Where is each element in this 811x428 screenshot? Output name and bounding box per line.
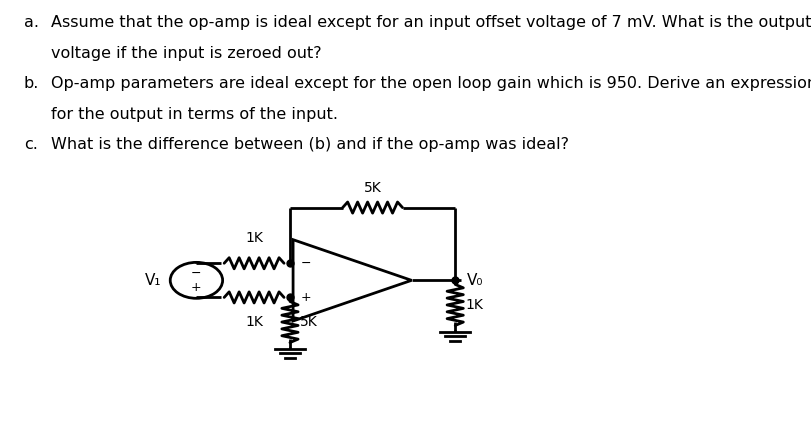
Text: for the output in terms of the input.: for the output in terms of the input. (51, 107, 337, 122)
Text: +: + (300, 291, 311, 304)
Text: What is the difference between (b) and if the op-amp was ideal?: What is the difference between (b) and i… (51, 137, 569, 152)
Text: voltage if the input is zeroed out?: voltage if the input is zeroed out? (51, 46, 321, 61)
Text: Assume that the op-amp is ideal except for an input offset voltage of 7 mV. What: Assume that the op-amp is ideal except f… (51, 15, 811, 30)
Text: 5K: 5K (363, 181, 381, 195)
Text: c.: c. (24, 137, 37, 152)
Text: a.: a. (24, 15, 39, 30)
Text: V₀: V₀ (466, 273, 483, 288)
Text: −: − (191, 267, 201, 280)
Text: 1K: 1K (465, 298, 483, 312)
Text: V₁: V₁ (144, 273, 161, 288)
Text: +: + (191, 281, 201, 294)
Text: Op-amp parameters are ideal except for the open loop gain which is 950. Derive a: Op-amp parameters are ideal except for t… (51, 76, 811, 91)
Text: −: − (301, 257, 311, 270)
Text: b.: b. (24, 76, 39, 91)
Text: 5K: 5K (299, 315, 317, 329)
Text: 1K: 1K (245, 315, 263, 330)
Text: 1K: 1K (245, 231, 263, 245)
